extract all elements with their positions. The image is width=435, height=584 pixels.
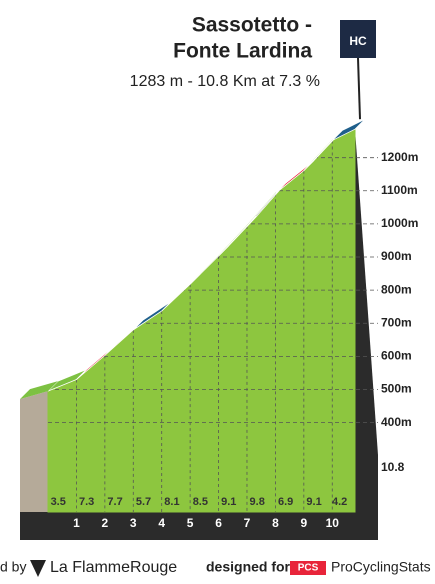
y-tick-label: 500m xyxy=(381,382,412,396)
km-label: 8 xyxy=(272,516,279,530)
y-tick-label: 900m xyxy=(381,249,412,263)
gradient-label: 8.5 xyxy=(193,496,208,508)
designed-for: designed for xyxy=(206,559,291,575)
gradient-label: 5.7 xyxy=(136,496,151,508)
profile-segment xyxy=(161,283,191,513)
profile-segment xyxy=(303,139,333,513)
y-tick-label: 1000m xyxy=(381,216,418,230)
side-strip xyxy=(20,381,58,400)
km-label: 3 xyxy=(130,516,137,530)
side-face xyxy=(20,391,48,540)
gradient-strip xyxy=(331,118,366,141)
plot: 400m 500m 600m 700m 800m 900m 1000m 1100m 1200m 3… xyxy=(20,57,418,540)
gradient-label: 9.1 xyxy=(221,496,236,508)
profile-segment xyxy=(104,328,134,513)
gradient-label: 4.2 xyxy=(332,496,347,508)
gradient-label: 7.3 xyxy=(79,496,94,508)
profile-segment xyxy=(274,169,305,513)
profile-segment xyxy=(189,254,220,513)
km-label: 6 xyxy=(215,516,222,530)
gradient-label: 7.7 xyxy=(107,496,122,508)
km-label: 1 xyxy=(73,516,80,530)
gradient-label: 9.1 xyxy=(306,496,321,508)
brand-logo xyxy=(30,560,46,577)
km-label: 7 xyxy=(244,516,251,530)
gradient-label: 8.1 xyxy=(164,496,179,508)
end-km-label: 10.8 xyxy=(381,460,405,474)
profile-segment xyxy=(331,128,356,513)
gradient-label: 6.9 xyxy=(278,496,293,508)
profile-segment xyxy=(218,224,248,513)
brand: La FlammeRouge xyxy=(50,559,177,576)
y-tick-label: 1200m xyxy=(381,150,418,164)
base-band xyxy=(20,512,378,540)
credit-prefix: d by xyxy=(0,559,26,575)
y-tick-label: 700m xyxy=(381,315,412,329)
km-label: 4 xyxy=(158,516,165,530)
chart-title: Sassotetto - xyxy=(192,14,312,37)
profile-segment xyxy=(75,354,106,513)
y-tick-label: 1100m xyxy=(381,183,418,197)
km-label: 2 xyxy=(102,516,109,530)
y-tick-label: 800m xyxy=(381,282,412,296)
km-label: 10 xyxy=(326,516,340,530)
y-tick-label: 400m xyxy=(381,415,412,429)
grid xyxy=(48,157,378,423)
profile-segment xyxy=(246,192,276,513)
category-badge xyxy=(340,20,376,58)
chart-title: Fonte Lardina xyxy=(173,40,312,63)
profile-segment xyxy=(47,378,77,513)
profile-segment xyxy=(132,310,163,513)
category-label: HC xyxy=(349,34,367,48)
km-label: 9 xyxy=(300,516,307,530)
site: ProCyclingStats xyxy=(331,559,431,575)
pcs-label: PCS xyxy=(298,563,319,574)
gradient-label: 9.8 xyxy=(250,496,265,508)
footer: d by La FlammeRouge designed for PCS Pro… xyxy=(0,559,431,577)
summit-pole xyxy=(357,57,361,120)
end-face xyxy=(355,129,378,513)
y-tick-label: 600m xyxy=(381,349,412,363)
chart-subtitle: 1283 m - 10.8 Km at 7.3 % xyxy=(130,73,320,90)
pcs-logo xyxy=(290,561,326,575)
km-label: 5 xyxy=(187,516,194,530)
gradient-label: 3.5 xyxy=(51,496,66,508)
